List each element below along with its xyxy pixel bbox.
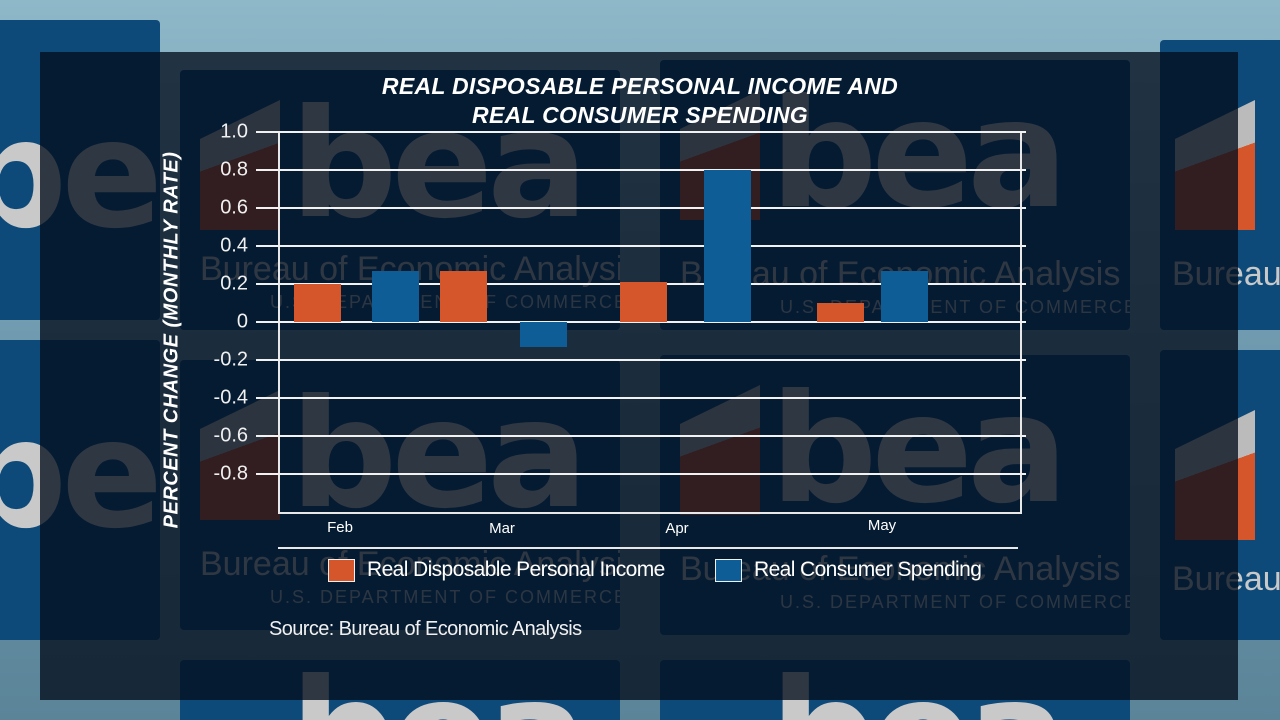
income-swatch-icon bbox=[328, 558, 355, 582]
y-tick-label: 0.4 bbox=[220, 234, 248, 257]
x-tick-label: May bbox=[867, 517, 897, 534]
y-tick-label: -0.4 bbox=[213, 386, 248, 409]
y-tick-label: 0.6 bbox=[220, 196, 248, 219]
y-tick-label: 0.2 bbox=[220, 272, 248, 295]
spending-bar-feb bbox=[372, 270, 419, 322]
gridline bbox=[256, 245, 1026, 247]
spending-swatch-icon bbox=[715, 558, 742, 582]
spending-bar-may bbox=[881, 270, 928, 322]
y-tick-label: -0.2 bbox=[213, 348, 248, 371]
source-note: Source: Bureau of Economic Analysis bbox=[269, 618, 582, 640]
y-tick-label: 0 bbox=[236, 310, 248, 333]
plot-area: 1.0 0.8 0.6 0.4 0.2 0 -0.2 -0.4 -0.6 -0.8 bbox=[214, 121, 1026, 514]
income-bar-may bbox=[817, 303, 864, 322]
chart-title: REAL DISPOSABLE PERSONAL INCOME AND REAL… bbox=[381, 73, 899, 128]
spending-bar-apr bbox=[704, 170, 751, 322]
y-tick-label: -0.6 bbox=[213, 424, 248, 447]
y-axis-label: PERCENT CHANGE (MONTHLY RATE) bbox=[160, 151, 183, 529]
y-tick-label: -0.8 bbox=[213, 462, 248, 485]
x-tick-label: Mar bbox=[489, 520, 515, 537]
legend-divider bbox=[278, 547, 1018, 549]
gridline bbox=[256, 397, 1026, 399]
gridline bbox=[256, 321, 1026, 323]
income-bar-feb bbox=[294, 284, 341, 322]
y-tick-label: 1.0 bbox=[220, 120, 248, 143]
chart-overlay-panel bbox=[40, 52, 1238, 700]
gridline bbox=[256, 169, 1026, 171]
y-tick-label: 0.8 bbox=[220, 158, 248, 181]
x-tick-label: Apr bbox=[665, 520, 689, 537]
spending-bar-mar bbox=[520, 322, 567, 347]
gridline bbox=[256, 131, 1026, 133]
gridline bbox=[256, 435, 1026, 437]
legend-item-spending: Real Consumer Spending bbox=[715, 558, 982, 582]
income-bar-apr bbox=[620, 282, 667, 322]
gridline bbox=[256, 359, 1026, 361]
gridline bbox=[256, 473, 1026, 475]
legend-item-income: Real Disposable Personal Income bbox=[328, 558, 665, 582]
gridline bbox=[256, 207, 1026, 209]
income-bar-mar bbox=[440, 270, 487, 322]
x-tick-label: Feb bbox=[327, 519, 353, 536]
